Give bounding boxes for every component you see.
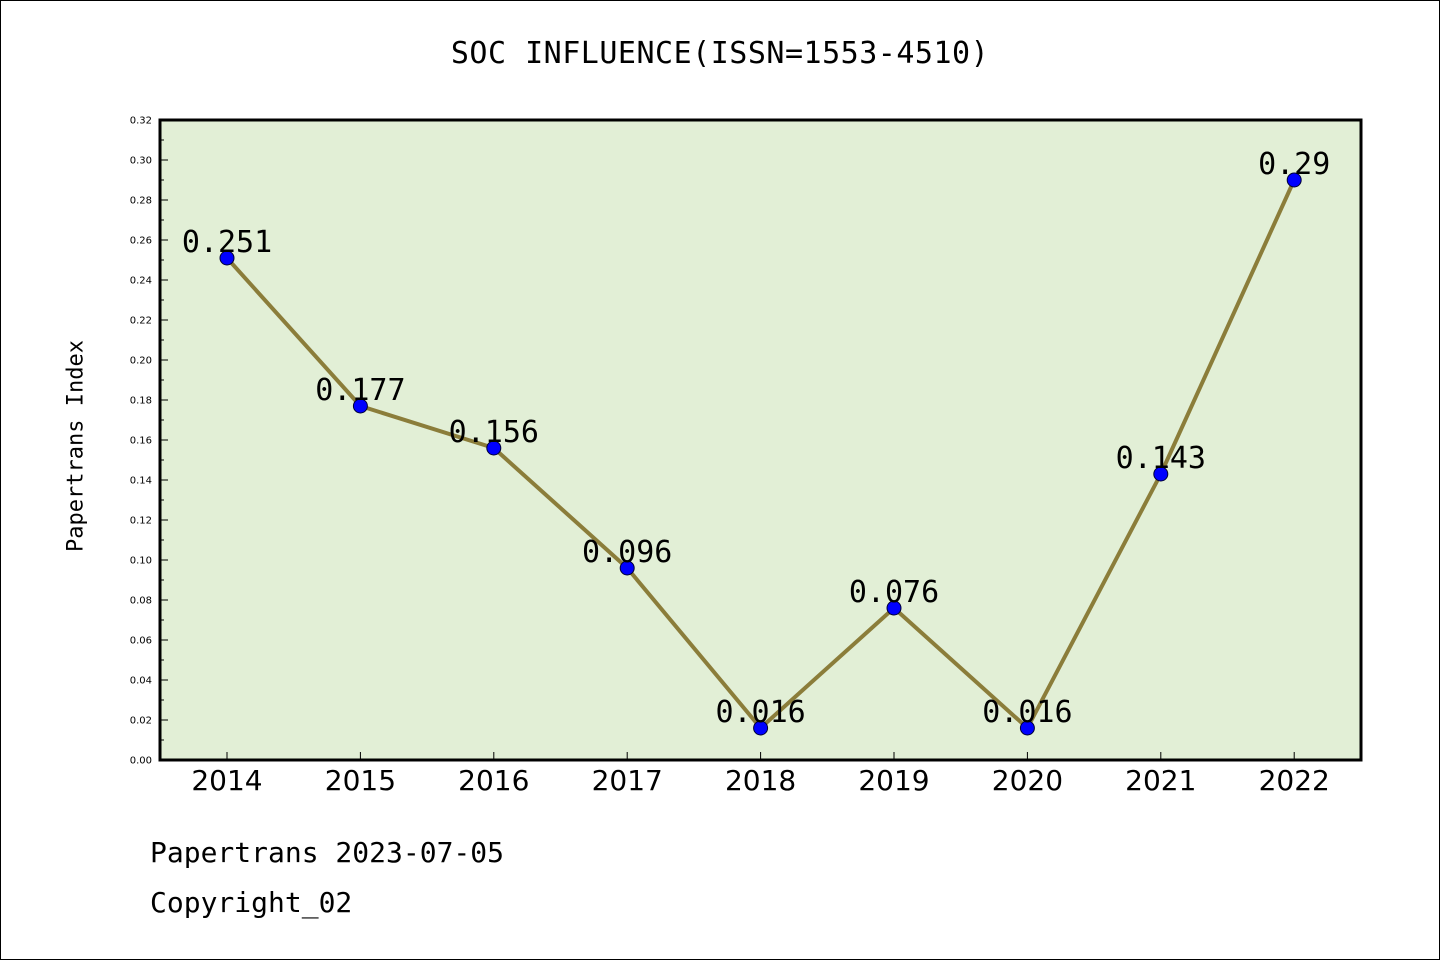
data-point [1153,466,1169,482]
x-tick-label: 2014 [191,764,262,797]
plot-area [160,120,1361,760]
data-point [352,398,368,414]
y-tick-label: 0.16 [130,436,152,447]
data-point [1286,172,1302,188]
data-point [486,440,502,456]
y-tick-label: 0.26 [130,236,152,247]
x-tick-label: 2020 [992,764,1063,797]
y-tick-label: 0.10 [130,556,152,567]
data-label: 0.143 [1116,441,1206,476]
data-point [619,560,635,576]
y-tick-label: 0.30 [130,156,152,167]
footer-copyright: Copyright_02 [150,886,353,919]
data-label: 0.016 [982,695,1072,730]
x-tick-label: 2017 [592,764,663,797]
plot-border [158,118,1363,762]
y-tick-label: 0.12 [130,516,152,527]
footer-date: Papertrans 2023-07-05 [150,836,505,869]
data-point [753,720,769,736]
data-point [1019,720,1035,736]
x-tick-label: 2019 [858,764,929,797]
data-labels: 0.251 0.177 0.156 0.096 0.016 0.076 0.016 0.143… [182,147,1330,730]
chart-title: SOC INFLUENCE(ISSN=1553-4510) [450,36,990,71]
y-tick-label: 0.08 [130,596,152,607]
y-tick-label: 0.32 [130,116,152,127]
data-label: 0.076 [849,575,939,610]
y-tick-label: 0.22 [130,316,152,327]
x-tick-label: 2015 [325,764,396,797]
y-axis: 0.00 0.02 0.04 0.06 0.08 0.10 0.12 0.14 0.16 0.18… [130,116,168,767]
x-axis: 2014 2015 2016 2017 2018 2019 2020 2021 2022 [191,752,1330,797]
y-tick-label: 0.20 [130,356,152,367]
y-tick-label: 0.28 [130,196,152,207]
y-tick-label: 0.14 [130,476,152,487]
data-label: 0.096 [582,535,672,570]
data-point [886,600,902,616]
data-label: 0.251 [182,225,272,260]
y-tick-label: 0.02 [130,716,152,727]
x-tick-label: 2022 [1259,764,1330,797]
data-label: 0.177 [315,373,405,408]
y-tick-label: 0.18 [130,396,152,407]
x-tick-label: 2018 [725,764,796,797]
y-tick-label: 0.00 [130,756,152,767]
data-label: 0.156 [449,415,539,450]
series-markers [219,172,1302,736]
y-tick-label: 0.06 [130,636,152,647]
data-label: 0.29 [1258,147,1330,182]
x-tick-label: 2016 [458,764,529,797]
y-tick-label: 0.24 [130,276,152,287]
y-tick-label: 0.04 [130,676,152,687]
x-tick-label: 2021 [1125,764,1196,797]
data-label: 0.016 [715,695,805,730]
data-point [219,250,235,266]
